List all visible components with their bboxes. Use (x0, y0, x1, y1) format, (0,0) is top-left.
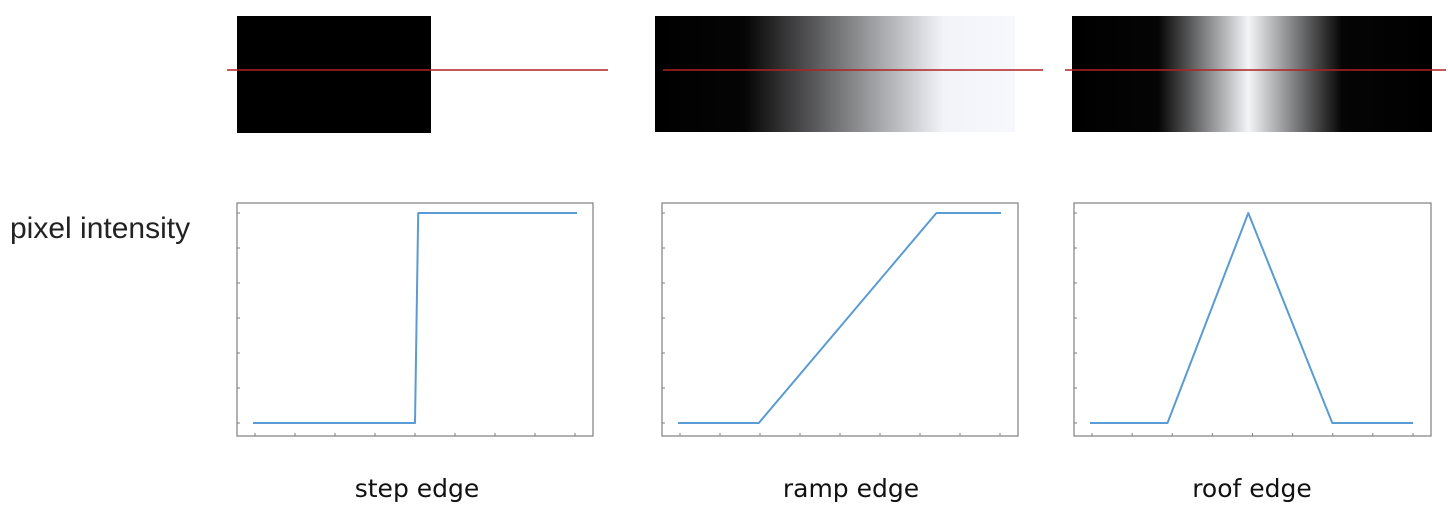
roof-edge-image (1072, 16, 1432, 132)
ramp-edge-image (655, 16, 1015, 132)
ramp-edge-caption: ramp edge (782, 474, 920, 503)
step-edge-caption: step edge (354, 474, 480, 503)
y-axis-label: pixel intensity (10, 212, 191, 245)
step-intensity-profile (253, 212, 577, 424)
roof-intensity-profile (1090, 212, 1413, 424)
ramp-plot-frame (661, 202, 1019, 437)
step-edge-image (237, 16, 431, 133)
roof-edge-caption: roof edge (1192, 474, 1312, 503)
roof-plot-frame (1073, 202, 1432, 437)
ramp-intensity-profile (678, 212, 1001, 424)
